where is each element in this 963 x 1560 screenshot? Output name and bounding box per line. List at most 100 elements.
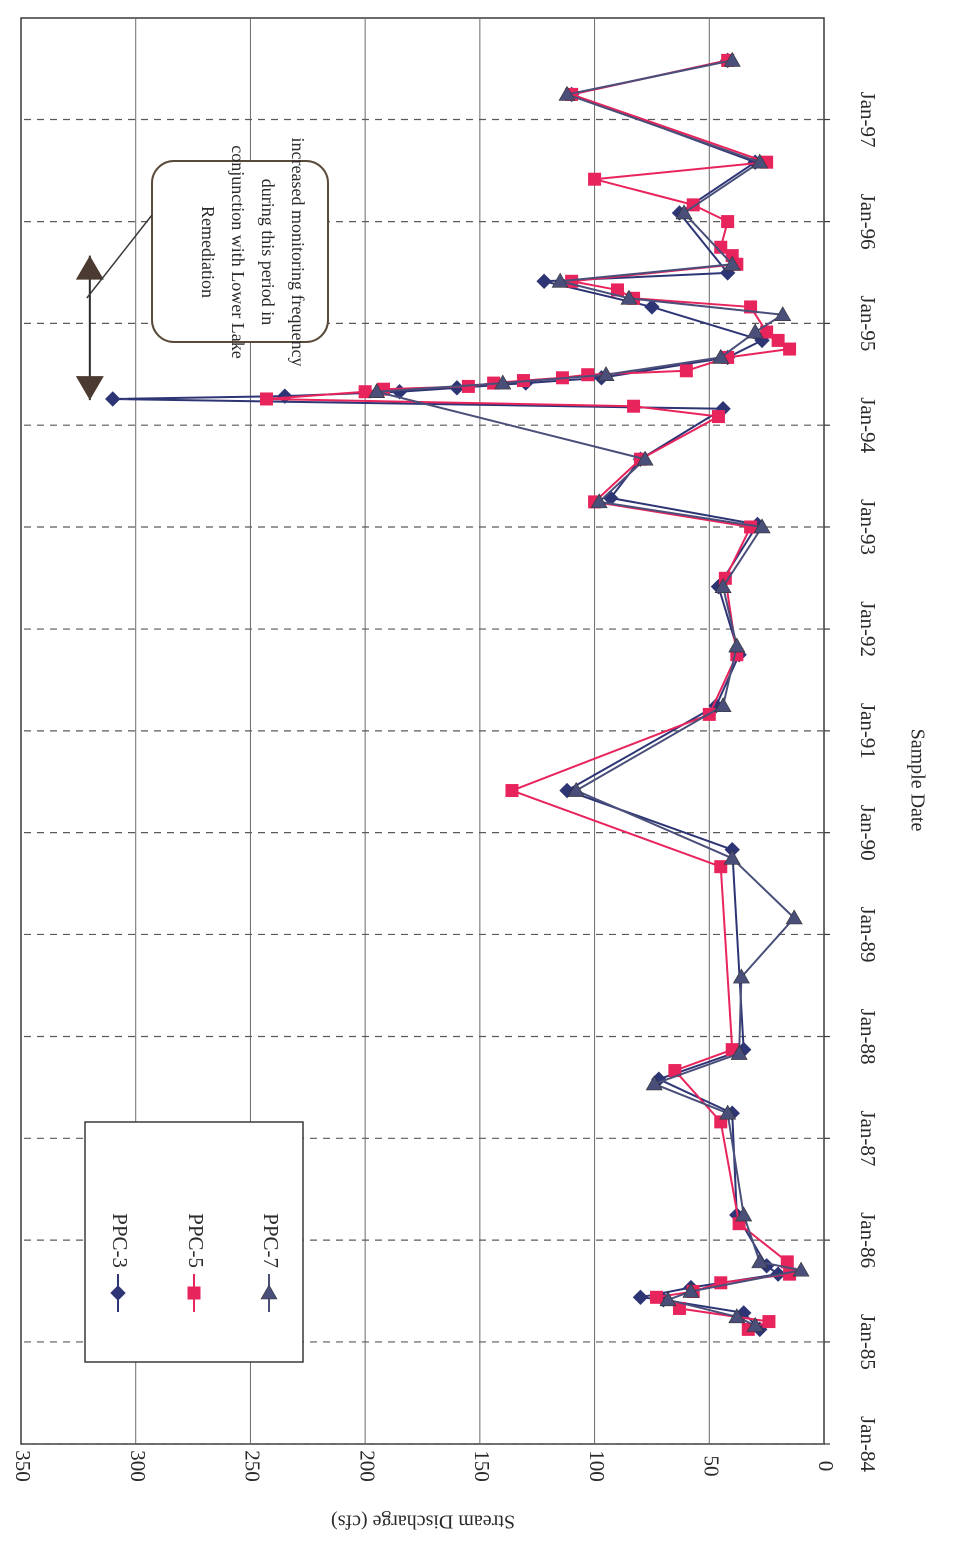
x-tick-label: Jan-94 [856,397,880,453]
y-axis-ticks: 0 50 100 150 200 250 300 350 [11,1450,838,1482]
x-tick-label: Jan-88 [856,1009,880,1065]
data-point [672,1301,686,1315]
data-point [187,1286,201,1300]
y-tick-label: 200 [355,1450,379,1482]
series-group [368,51,810,1332]
x-tick-label: Jan-86 [856,1212,880,1268]
data-point [762,1315,776,1329]
callout-line-2: during this period in [258,179,278,326]
data-point [449,380,465,396]
x-tick-label: Jan-91 [856,703,880,759]
data-point [358,385,372,399]
data-point [746,323,764,339]
series-line [265,59,791,1331]
data-point [627,399,641,413]
data-point [719,1104,737,1120]
series [105,51,810,1338]
data-point [723,849,741,865]
data-point [588,172,602,186]
x-tick-label: Jan-97 [856,92,880,148]
data-point [785,909,803,925]
data-point [391,384,408,400]
legend-label: PPC-7 [259,1213,283,1268]
data-point [567,781,585,797]
callout: increased monitoring frequency during th… [86,138,329,367]
y-tick-label: 300 [126,1450,150,1482]
data-point [632,1289,649,1306]
data-point [650,1290,664,1304]
data-point [590,493,608,509]
y-axis-title: Stream Discharge (cfs) [331,1510,515,1532]
data-point [536,273,552,289]
x-tick-label: Jan-89 [856,906,880,962]
data-point [259,392,273,406]
legend: PPC-3 PPC-5 PPC-7 [84,1121,304,1363]
data-point [711,410,725,424]
data-point [620,289,638,305]
data-point [780,1255,794,1269]
y-tick-label: 250 [241,1450,265,1482]
data-point [368,383,386,399]
data-point [714,578,732,593]
data-point [760,325,774,339]
y-tick-label: 50 [699,1456,723,1477]
data-point [110,1285,126,1301]
data-point [611,283,625,297]
x-tick-label: Jan-90 [856,805,880,861]
data-point [723,51,741,67]
data-point [746,1316,764,1332]
data-point [723,255,741,271]
data-point [679,364,693,378]
data-point [714,697,732,713]
data-point [792,1261,810,1277]
monitoring-span-arrow [75,255,104,401]
data-point [581,368,595,382]
data-point [753,518,771,534]
legend-label: PPC-5 [184,1213,208,1268]
data-point [494,374,512,390]
callout-leader [86,214,153,299]
data-point [682,1282,700,1298]
legend-label: PPC-3 [108,1213,132,1268]
data-point [712,348,730,364]
data-point [597,366,615,382]
x-tick-label: Jan-84 [856,1416,880,1472]
data-point [725,249,739,263]
data-point [558,85,576,101]
data-point [751,1253,769,1269]
data-point [260,1284,278,1300]
data-point [659,1291,677,1307]
data-point [735,1206,753,1222]
span-arrowhead [75,255,104,280]
callout-line-1: increased monitoring frequency [288,138,308,367]
x-axis-ticks: Jan-84 Jan-85 Jan-86 Jan-87 Jan-88 Jan-89 Jan-… [856,92,880,1473]
data-point [721,215,735,229]
y-tick-label: 0 [814,1461,838,1472]
y-tick-label: 350 [11,1450,35,1482]
data-point [105,391,121,407]
data-point [551,272,569,288]
data-point [774,306,792,322]
data-point [751,153,769,169]
data-point [505,784,519,798]
data-point [668,1064,682,1078]
data-point [636,450,654,466]
data-point [771,333,785,347]
data-point [728,637,746,653]
data-point [714,860,728,874]
data-point [732,968,750,984]
legend-box [84,1121,304,1363]
data-point [645,1075,663,1091]
x-tick-label: Jan-95 [856,295,880,351]
x-tick-label: Jan-85 [856,1314,880,1370]
x-tick-label: Jan-87 [856,1110,880,1166]
callout-line-3: conjunction with Lower Lake [228,145,248,358]
x-tick-label: Jan-93 [856,499,880,555]
callout-line-4: Remediation [198,206,218,298]
x-tick-label: Jan-96 [856,194,880,250]
data-point [714,240,728,254]
callout-box [151,160,329,343]
data-point [675,204,693,220]
